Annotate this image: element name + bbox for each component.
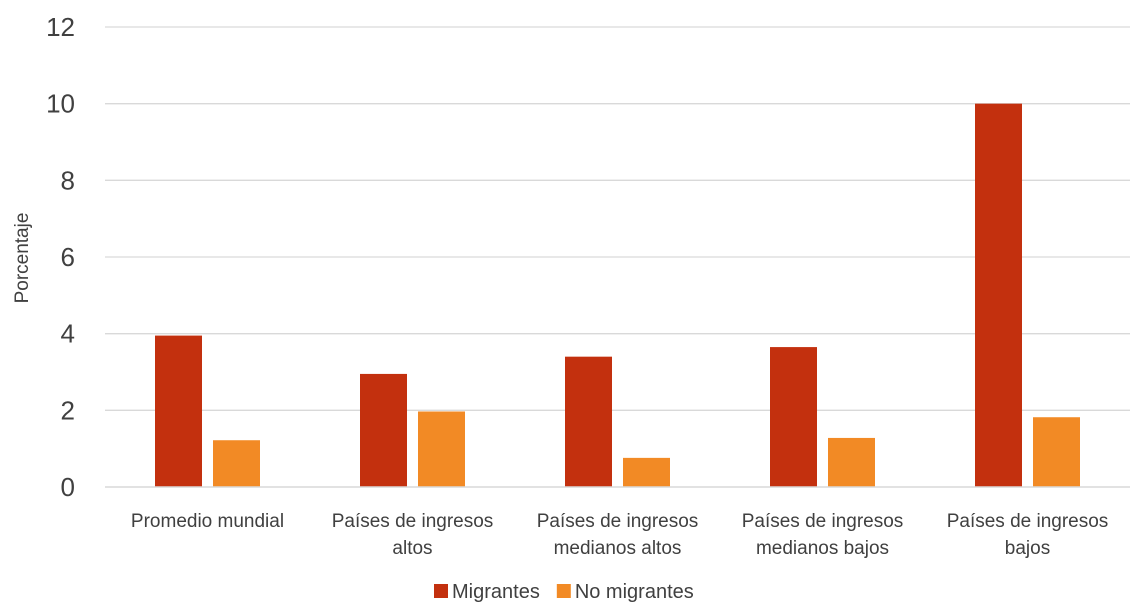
- legend-swatch-no-migrantes: [556, 584, 571, 598]
- bar-migrantes: [565, 356, 612, 487]
- x-category-label: Promedio mundial: [131, 511, 284, 532]
- legend-label: Migrantes: [452, 581, 540, 603]
- y-tick-label: 10: [46, 89, 75, 119]
- bar-no-migrantes: [418, 411, 465, 487]
- y-tick-label: 12: [46, 12, 75, 42]
- bar-no-migrantes: [1033, 417, 1080, 487]
- y-tick-label: 4: [61, 319, 75, 349]
- bar-migrantes: [155, 335, 202, 487]
- bar-no-migrantes: [213, 440, 260, 487]
- y-tick-label: 6: [61, 242, 75, 272]
- x-category-label: Países de ingresos altos: [332, 511, 494, 559]
- y-axis-title: Porcentaje: [12, 213, 33, 304]
- x-category-label: Países de ingresos medianos altos: [537, 511, 699, 559]
- bar-no-migrantes: [623, 457, 670, 487]
- x-category-label-line: Países de ingresos: [537, 511, 699, 532]
- bar-migrantes: [770, 347, 817, 487]
- y-tick-label: 8: [61, 165, 75, 195]
- y-tick-label: 2: [61, 395, 75, 425]
- x-category-label-line: altos: [392, 538, 432, 559]
- x-axis-categories: Promedio mundial Países de ingresos altosP…: [131, 511, 1108, 559]
- x-category-label: Países de ingresos bajos: [947, 511, 1109, 559]
- legend: Migrantes No migrantes: [434, 581, 694, 603]
- bar-no-migrantes: [828, 437, 875, 487]
- y-tick-label: 0: [61, 472, 75, 502]
- y-axis-ticks: 0 2 4 6 8 10 12: [46, 12, 75, 502]
- x-category-label-line: Países de ingresos: [947, 511, 1109, 532]
- bar-migrantes: [360, 373, 407, 487]
- x-category-label-line: medianos altos: [554, 538, 682, 559]
- bars: [155, 103, 1080, 488]
- x-category-label-line: Promedio mundial: [131, 511, 284, 532]
- x-category-label-line: Países de ingresos: [742, 511, 904, 532]
- x-category-label-line: bajos: [1005, 538, 1050, 559]
- x-category-label-line: medianos bajos: [756, 538, 889, 559]
- legend-label: No migrantes: [575, 581, 694, 603]
- legend-swatch-migrantes: [434, 584, 448, 598]
- gridlines: [105, 26, 1130, 411]
- bar-migrantes: [975, 103, 1022, 488]
- x-category-label: Países de ingresos medianos bajos: [742, 511, 904, 559]
- x-category-label-line: Países de ingresos: [332, 511, 494, 532]
